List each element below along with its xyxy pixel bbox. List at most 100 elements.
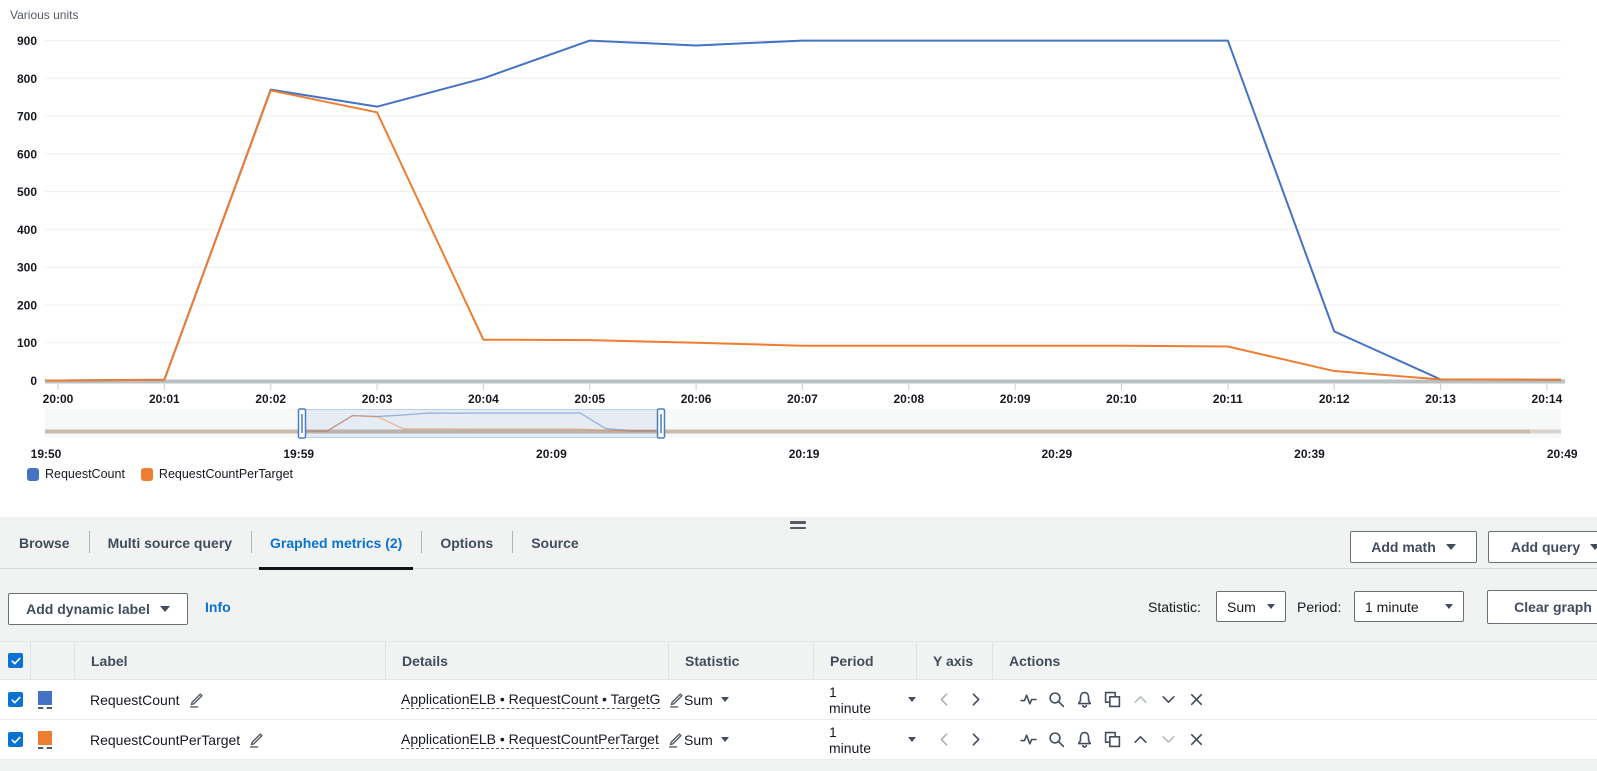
- svg-text:600: 600: [17, 147, 37, 161]
- series-line-RequestCountPerTarget: [45, 89, 1561, 382]
- remove-icon[interactable]: [1188, 691, 1205, 708]
- tab-source[interactable]: Source: [512, 517, 597, 568]
- svg-text:20:29: 20:29: [1041, 447, 1072, 461]
- svg-text:20:09: 20:09: [1000, 392, 1031, 406]
- chevron-left-icon[interactable]: [936, 731, 953, 748]
- timeline-brush[interactable]: [45, 408, 1561, 439]
- period-cell[interactable]: 1 minute: [813, 684, 916, 716]
- remove-icon[interactable]: [1188, 731, 1205, 748]
- yaxis-cell: [916, 731, 992, 748]
- svg-text:0: 0: [30, 374, 37, 388]
- metric-visibility-checkbox[interactable]: [8, 732, 23, 747]
- label-cell: RequestCountPerTarget: [74, 731, 385, 748]
- label-cell: RequestCount: [74, 691, 385, 708]
- period-label: Period:: [1297, 599, 1342, 615]
- activity-icon[interactable]: [1020, 691, 1037, 708]
- chevron-left-icon[interactable]: [936, 691, 953, 708]
- tab-browse[interactable]: Browse: [19, 534, 70, 551]
- clear-graph-button[interactable]: Clear graph: [1487, 590, 1597, 624]
- actions-cell: [992, 691, 1597, 708]
- edit-pencil-icon[interactable]: [667, 731, 684, 748]
- row-period-value: 1 minute: [829, 723, 872, 756]
- panel-resize-handle[interactable]: [788, 519, 808, 531]
- color-square: [38, 730, 52, 745]
- move-down-icon[interactable]: [1160, 731, 1177, 748]
- move-up-icon[interactable]: [1132, 691, 1149, 708]
- legend-item[interactable]: RequestCount: [27, 467, 125, 481]
- statistic-label: Statistic:: [1148, 599, 1201, 615]
- column-header-details: Details: [385, 642, 668, 679]
- tab-multi-source-query[interactable]: Multi source query: [88, 517, 251, 568]
- chevron-right-icon[interactable]: [967, 731, 984, 748]
- metric-details[interactable]: ApplicationELB • RequestCount • TargetG: [401, 690, 661, 709]
- actions-cell: [992, 731, 1597, 748]
- svg-text:20:05: 20:05: [574, 392, 605, 406]
- brush-handle-right[interactable]: [656, 408, 666, 439]
- svg-text:20:11: 20:11: [1213, 392, 1243, 406]
- svg-text:300: 300: [17, 261, 37, 275]
- metric-row: RequestCount ApplicationELB • RequestCoun…: [0, 680, 1597, 720]
- alarm-icon[interactable]: [1076, 731, 1093, 748]
- search-icon[interactable]: [1048, 731, 1065, 748]
- svg-text:400: 400: [17, 223, 37, 237]
- column-header-y-axis: Y axis: [916, 642, 992, 679]
- column-header-period: Period: [813, 642, 916, 679]
- duplicate-icon[interactable]: [1104, 731, 1121, 748]
- svg-text:20:06: 20:06: [681, 392, 712, 406]
- move-down-icon[interactable]: [1160, 691, 1177, 708]
- x-axis-labels: 20:00 20:01 20:02 20:03 20:04 20:05 20:06 20:07…: [43, 392, 1563, 406]
- edit-pencil-icon[interactable]: [668, 691, 685, 708]
- svg-text:20:08: 20:08: [893, 392, 924, 406]
- period-value: 1 minute: [1365, 598, 1419, 615]
- chevron-down-icon: [1267, 604, 1275, 609]
- y-axis-title: Various units: [10, 8, 79, 22]
- gridlines: [45, 40, 1561, 344]
- tab-graphed-metrics-2[interactable]: Graphed metrics (2): [251, 517, 421, 570]
- info-link[interactable]: Info: [205, 599, 231, 615]
- period-cell[interactable]: 1 minute: [813, 724, 916, 756]
- select-all-checkbox[interactable]: [8, 653, 23, 668]
- color-square: [38, 690, 52, 705]
- metric-color-swatch[interactable]: [38, 730, 52, 749]
- brush-track[interactable]: [45, 409, 1561, 438]
- legend-color-chip: [27, 467, 39, 481]
- period-select[interactable]: 1 minute: [1354, 591, 1464, 622]
- add-query-button[interactable]: Add query: [1488, 531, 1597, 563]
- svg-text:20:09: 20:09: [536, 447, 567, 461]
- series-lines: [45, 39, 1561, 382]
- activity-icon[interactable]: [1020, 731, 1037, 748]
- svg-text:20:01: 20:01: [149, 392, 180, 406]
- row-checkbox-cell: [0, 692, 30, 707]
- svg-text:20:39: 20:39: [1294, 447, 1325, 461]
- brush-handle-left[interactable]: [297, 408, 307, 439]
- row-statistic-value: Sum: [684, 691, 713, 708]
- add-math-button[interactable]: Add math: [1350, 531, 1477, 563]
- tab-options[interactable]: Options: [421, 517, 512, 568]
- header-select-all-cell: [0, 642, 30, 679]
- statistic-select[interactable]: Sum: [1216, 591, 1286, 622]
- metric-visibility-checkbox[interactable]: [8, 692, 23, 707]
- edit-pencil-icon[interactable]: [248, 731, 265, 748]
- metric-color-swatch[interactable]: [38, 690, 52, 709]
- svg-text:20:14: 20:14: [1532, 392, 1563, 406]
- edit-pencil-icon[interactable]: [188, 691, 205, 708]
- move-up-icon[interactable]: [1132, 731, 1149, 748]
- svg-text:900: 900: [17, 34, 37, 48]
- svg-text:20:19: 20:19: [789, 447, 820, 461]
- statistic-cell[interactable]: Sum: [668, 732, 813, 748]
- row-color-cell: [30, 690, 74, 709]
- statistic-cell[interactable]: Sum: [668, 692, 813, 708]
- metric-details[interactable]: ApplicationELB • RequestCountPerTarget: [401, 730, 659, 749]
- svg-text:20:07: 20:07: [787, 392, 818, 406]
- search-icon[interactable]: [1048, 691, 1065, 708]
- svg-text:20:04: 20:04: [468, 392, 499, 406]
- brush-selection-window[interactable]: [301, 409, 662, 438]
- legend-item[interactable]: RequestCountPerTarget: [140, 467, 293, 481]
- header-color-cell: [30, 642, 74, 679]
- add-dynamic-label-button[interactable]: Add dynamic label: [8, 593, 188, 625]
- chevron-right-icon[interactable]: [967, 691, 984, 708]
- legend-color-chip: [140, 467, 153, 481]
- duplicate-icon[interactable]: [1104, 691, 1121, 708]
- alarm-icon[interactable]: [1076, 691, 1093, 708]
